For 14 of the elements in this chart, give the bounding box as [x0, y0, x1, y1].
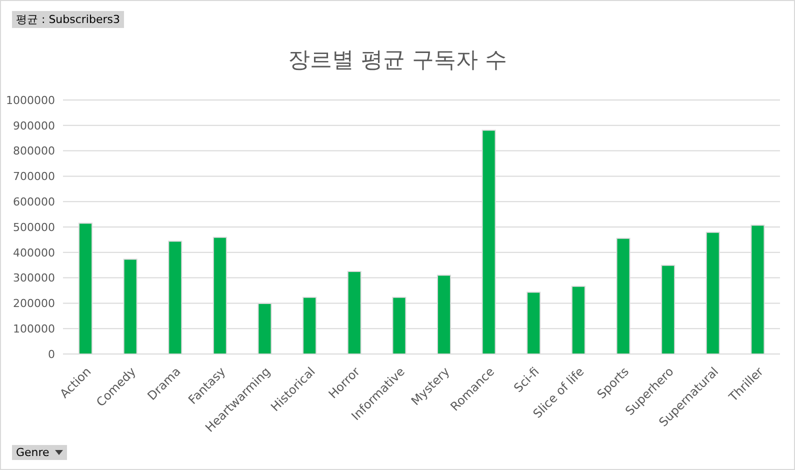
y-tick-label: 500000: [13, 220, 55, 234]
y-tick-label: 300000: [13, 272, 55, 285]
y-tick-label: 200000: [13, 297, 55, 310]
y-tick-label: 600000: [13, 196, 55, 209]
chart-title: 장르별 평균 구독자 수: [287, 47, 508, 75]
y-tick-label: 400000: [13, 246, 55, 260]
y-tick-label: 1000000: [6, 94, 55, 107]
y-tick-label: 100000: [13, 322, 55, 336]
y-tick-label: 900000: [13, 119, 55, 132]
y-tick-label: 700000: [13, 170, 55, 184]
y-tick-label: 0: [48, 348, 55, 361]
text: 평균 : Subscribers3: [12, 11, 124, 28]
y-tick-label: 800000: [13, 144, 55, 158]
text: Genre: [16, 446, 50, 459]
